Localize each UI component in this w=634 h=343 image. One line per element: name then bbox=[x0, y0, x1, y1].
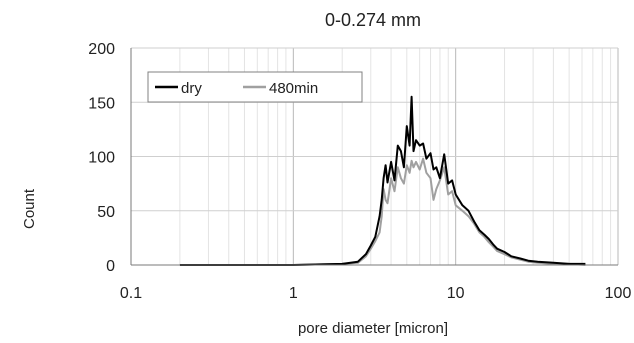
y-tick-label: 0 bbox=[106, 258, 115, 275]
axes bbox=[130, 48, 618, 266]
legend-label-480min: 480min bbox=[269, 80, 318, 97]
x-tick-label: 10 bbox=[447, 285, 465, 302]
y-tick-label: 200 bbox=[88, 41, 115, 58]
series-line-480min bbox=[228, 157, 586, 266]
y-tick-label: 50 bbox=[97, 204, 115, 221]
x-axis-title: pore diameter [micron] bbox=[298, 320, 448, 337]
x-tick-label: 0.1 bbox=[120, 285, 142, 302]
series-layer bbox=[179, 95, 586, 266]
x-tick-label: 100 bbox=[605, 285, 632, 302]
tick-labels: 0.1 1 10 100 0 50 100 150 200 bbox=[88, 41, 631, 302]
x-tick-label: 1 bbox=[289, 285, 298, 302]
legend: dry 480min bbox=[147, 71, 363, 103]
y-axis-title: Count bbox=[21, 188, 38, 229]
chart-title: 0-0.274 mm bbox=[325, 10, 421, 30]
series-line-dry bbox=[179, 95, 586, 266]
y-tick-label: 100 bbox=[88, 150, 115, 167]
legend-label-dry: dry bbox=[181, 80, 202, 97]
y-tick-label: 150 bbox=[88, 95, 115, 112]
